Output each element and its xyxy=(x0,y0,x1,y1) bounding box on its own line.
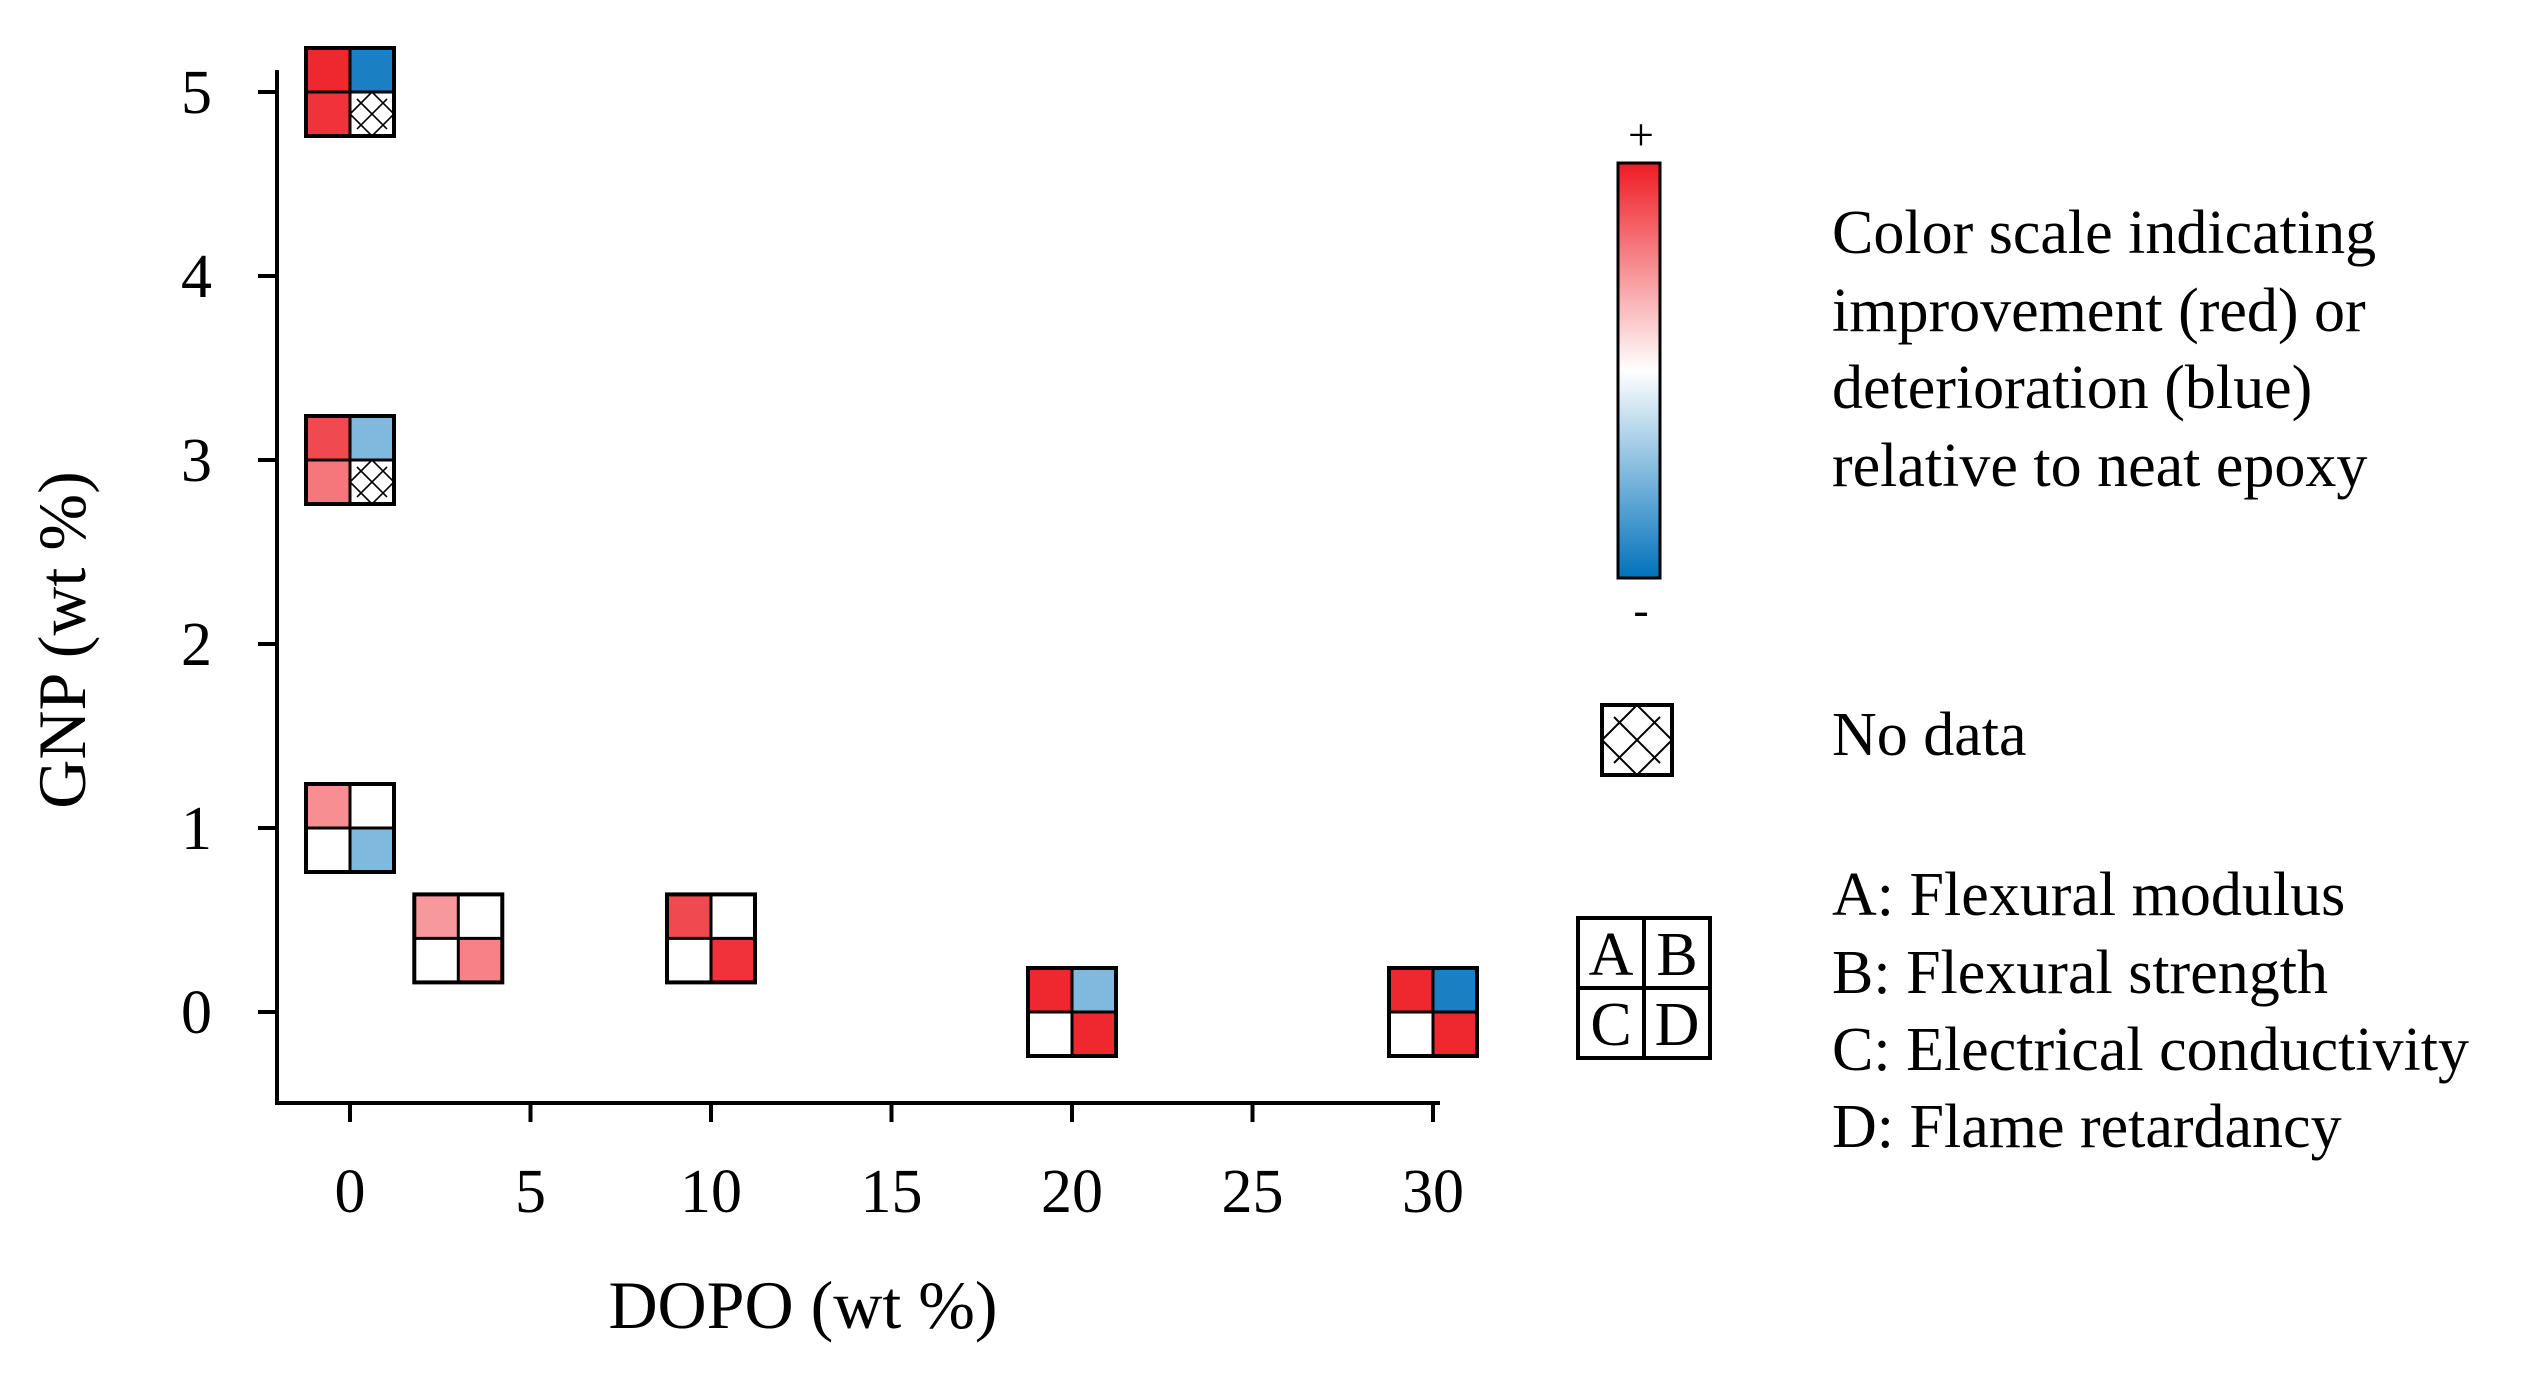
key-letter-d: D xyxy=(1655,991,1700,1059)
cell-c xyxy=(666,937,712,984)
x-tick-label: 25 xyxy=(1222,1158,1284,1226)
cell-b xyxy=(1071,967,1117,1013)
no-data-swatch xyxy=(1600,703,1674,777)
cell-a xyxy=(305,415,351,461)
data-point-dopo-3-gnp-0.4 xyxy=(412,892,505,985)
cell-d xyxy=(1071,1011,1117,1057)
cell-c xyxy=(1388,1011,1434,1057)
cell-a xyxy=(666,893,712,940)
y-tick-label: 2 xyxy=(181,611,212,679)
key-letter-c: C xyxy=(1590,991,1631,1059)
color-scale-bar xyxy=(1616,161,1662,580)
y-ticks: 0 1 2 3 4 5 xyxy=(181,59,277,1047)
cell-a xyxy=(1027,967,1073,1013)
cell-b xyxy=(349,47,395,93)
key-label-c: C: Electrical conductivity xyxy=(1832,1016,2469,1084)
y-tick-label: 5 xyxy=(181,59,212,127)
x-tick-label: 5 xyxy=(515,1158,546,1226)
y-tick-label: 3 xyxy=(181,427,212,495)
cell-b xyxy=(1432,967,1478,1013)
data-point-dopo-30-gnp-0 xyxy=(1387,966,1479,1058)
cell-a xyxy=(1388,967,1434,1013)
scale-description-line-2: improvement (red) or xyxy=(1832,277,2366,345)
scale-description-line-1: Color scale indicating xyxy=(1832,199,2376,267)
y-tick-label: 4 xyxy=(181,243,212,311)
cell-c xyxy=(413,937,460,984)
cell-a xyxy=(413,893,460,940)
data-point-dopo-0-gnp-1 xyxy=(304,782,396,874)
x-axis-title: DOPO (wt %) xyxy=(608,1267,997,1343)
key-letter-a: A xyxy=(1589,921,1634,989)
x-tick-label: 0 xyxy=(335,1158,366,1226)
scale-description-line-3: deterioration (blue) xyxy=(1832,354,2312,422)
y-tick-label: 0 xyxy=(181,979,212,1047)
cell-b xyxy=(457,893,504,940)
cell-b xyxy=(349,783,395,829)
key-letter-b: B xyxy=(1656,921,1697,989)
data-cells xyxy=(304,46,1479,1058)
cell-d xyxy=(1432,1011,1478,1057)
cell-c xyxy=(305,91,351,137)
cell-d xyxy=(457,937,504,984)
data-point-dopo-20-gnp-0 xyxy=(1026,966,1118,1058)
y-axis-title: GNP (wt %) xyxy=(24,471,100,808)
scale-minus-sign: - xyxy=(1633,584,1648,635)
x-tick-label: 10 xyxy=(680,1158,742,1226)
cell-d xyxy=(349,827,395,873)
no-data-label: No data xyxy=(1832,701,2027,769)
scale-plus-sign: + xyxy=(1628,109,1654,160)
cell-c xyxy=(305,827,351,873)
x-ticks: 0 5 10 15 20 25 30 xyxy=(335,1103,1464,1226)
key-label-b: B: Flexural strength xyxy=(1832,939,2328,1007)
data-point-dopo-10-gnp-0.4 xyxy=(665,892,757,985)
data-point-dopo-0-gnp-3 xyxy=(304,414,396,506)
cell-c xyxy=(305,459,351,505)
cell-d xyxy=(710,937,756,984)
x-tick-label: 15 xyxy=(861,1158,923,1226)
quadrant-key: A B C D xyxy=(1576,916,1712,1060)
cell-b xyxy=(349,415,395,461)
y-tick-label: 1 xyxy=(181,795,212,863)
cell-a xyxy=(305,783,351,829)
key-label-d: D: Flame retardancy xyxy=(1832,1093,2342,1161)
key-label-a: A: Flexural modulus xyxy=(1832,861,2345,929)
cell-b xyxy=(710,893,756,940)
x-tick-label: 20 xyxy=(1041,1158,1103,1226)
cell-c xyxy=(1027,1011,1073,1057)
x-tick-label: 30 xyxy=(1402,1158,1464,1226)
cell-a xyxy=(305,47,351,93)
data-point-dopo-0-gnp-5 xyxy=(304,46,396,138)
scale-description-line-4: relative to neat epoxy xyxy=(1832,432,2367,500)
